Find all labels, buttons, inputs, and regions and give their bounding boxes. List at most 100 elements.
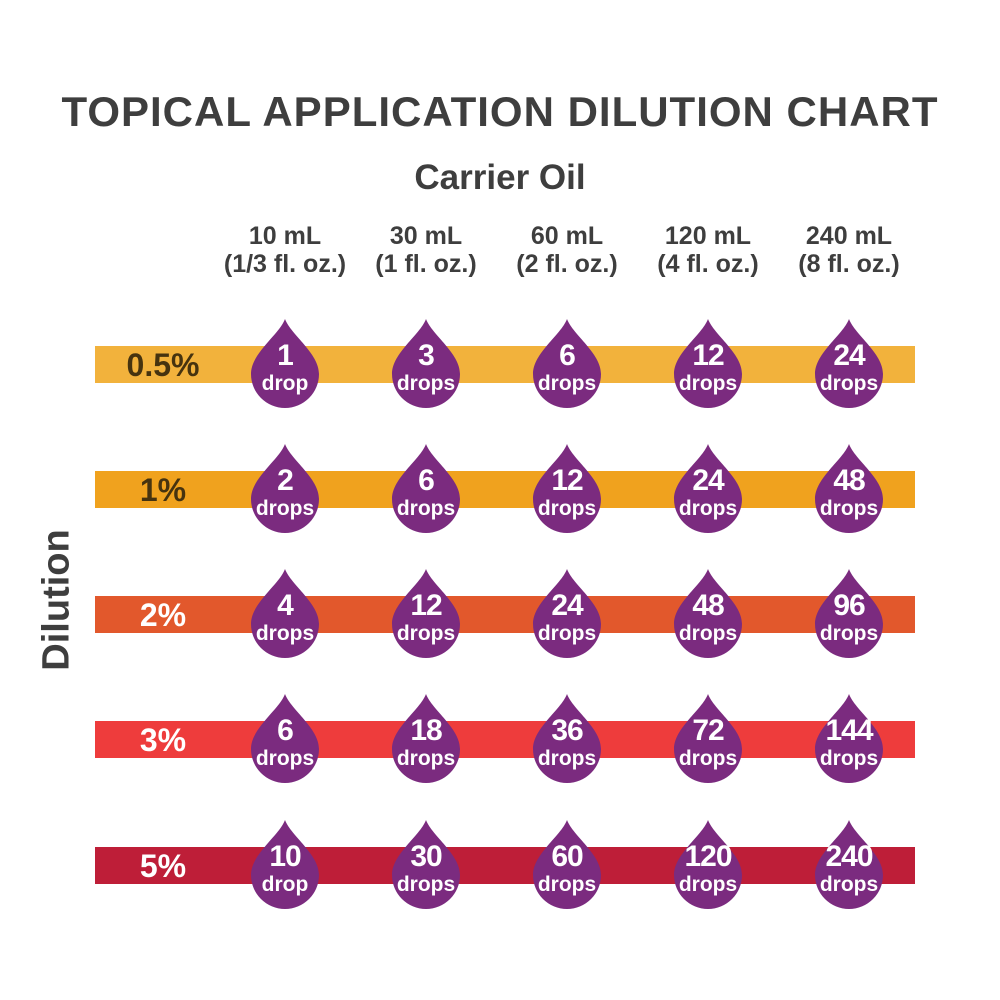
drop-count: 18 bbox=[410, 714, 442, 747]
dilution-row-3pct: 3% 6 drops 18 drops 36 drops 72 drops 14… bbox=[0, 692, 1000, 817]
droplet-shape bbox=[533, 319, 601, 408]
drop-icon: 18 drops bbox=[390, 692, 462, 785]
column-ounces: (8 fl. oz.) bbox=[798, 250, 900, 278]
column-header-10ml: 10 mL (1/3 fl. oz.) bbox=[205, 222, 365, 278]
drop-count: 10 bbox=[269, 840, 301, 873]
column-volume: 10 mL bbox=[248, 222, 322, 250]
drop-count: 12 bbox=[551, 464, 583, 497]
dilution-bar bbox=[95, 596, 915, 633]
page-title: TOPICAL APPLICATION DILUTION CHART bbox=[61, 88, 939, 135]
droplet-shape bbox=[251, 319, 319, 408]
drop-unit: drops bbox=[819, 873, 879, 896]
drop-unit: drops bbox=[537, 747, 597, 770]
drop-count: 3 bbox=[418, 339, 435, 372]
drop-icon: 96 drops bbox=[813, 567, 885, 660]
column-header-30ml: 30 mL (1 fl. oz.) bbox=[346, 222, 506, 278]
drop-icon: 72 drops bbox=[672, 692, 744, 785]
droplet-shape bbox=[533, 569, 601, 658]
droplet-shape bbox=[815, 569, 883, 658]
drop-unit: drops bbox=[678, 372, 738, 395]
drop-icon: 48 drops bbox=[672, 567, 744, 660]
droplet-shape bbox=[392, 569, 460, 658]
droplet-shape bbox=[533, 444, 601, 533]
drop-unit: drops bbox=[396, 747, 456, 770]
drop-icon: 60 drops bbox=[531, 818, 603, 911]
dilution-row-0.5pct: 0.5% 1 drop 3 drops 6 drops 12 drops 24 … bbox=[0, 317, 1000, 442]
droplet-shape bbox=[392, 694, 460, 783]
dilution-bar bbox=[95, 721, 915, 758]
dilution-bar bbox=[95, 847, 915, 884]
drop-icon: 24 drops bbox=[531, 567, 603, 660]
drop-icon: 240 drops bbox=[813, 818, 885, 911]
drop-unit: drops bbox=[678, 747, 738, 770]
drop-count: 24 bbox=[551, 589, 583, 622]
drop-count: 48 bbox=[833, 464, 865, 497]
droplet-shape bbox=[815, 444, 883, 533]
droplet-shape bbox=[674, 569, 742, 658]
dilution-bar bbox=[95, 346, 915, 383]
drop-count: 240 bbox=[825, 840, 873, 873]
droplet-shape bbox=[533, 820, 601, 909]
drop-unit: drops bbox=[255, 497, 315, 520]
drop-icon: 30 drops bbox=[390, 818, 462, 911]
dilution-label: 2% bbox=[139, 597, 187, 633]
drop-count: 12 bbox=[410, 589, 442, 622]
drop-count: 4 bbox=[277, 589, 294, 622]
drop-icon: 2 drops bbox=[249, 442, 321, 535]
drop-icon: 1 drop bbox=[249, 317, 321, 410]
drop-unit: drops bbox=[255, 622, 315, 645]
drop-count: 6 bbox=[559, 339, 576, 372]
droplet-shape bbox=[392, 444, 460, 533]
drop-unit: drop bbox=[261, 372, 309, 395]
drop-count: 24 bbox=[692, 464, 724, 497]
drop-unit: drops bbox=[396, 372, 456, 395]
drop-count: 30 bbox=[410, 840, 442, 873]
drop-icon: 12 drops bbox=[531, 442, 603, 535]
drop-unit: drops bbox=[255, 747, 315, 770]
drop-unit: drops bbox=[537, 372, 597, 395]
column-volume: 30 mL bbox=[389, 222, 463, 250]
drop-unit: drops bbox=[396, 622, 456, 645]
dilution-row-1pct: 1% 2 drops 6 drops 12 drops 24 drops 48 … bbox=[0, 442, 1000, 567]
drop-icon: 120 drops bbox=[672, 818, 744, 911]
droplet-shape bbox=[251, 444, 319, 533]
dilution-label: 3% bbox=[139, 722, 187, 758]
droplet-shape bbox=[674, 444, 742, 533]
droplet-shape bbox=[533, 694, 601, 783]
droplet-shape bbox=[815, 694, 883, 783]
drop-count: 6 bbox=[277, 714, 294, 747]
column-volume: 240 mL bbox=[805, 222, 893, 250]
drop-count: 144 bbox=[825, 714, 873, 747]
drop-unit: drops bbox=[396, 873, 456, 896]
drop-icon: 6 drops bbox=[531, 317, 603, 410]
drop-unit: drops bbox=[396, 497, 456, 520]
drop-icon: 12 drops bbox=[672, 317, 744, 410]
dilution-row-2pct: 2% 4 drops 12 drops 24 drops 48 drops 96… bbox=[0, 567, 1000, 692]
droplet-shape bbox=[251, 694, 319, 783]
droplet-shape bbox=[674, 694, 742, 783]
drop-icon: 6 drops bbox=[249, 692, 321, 785]
drop-icon: 3 drops bbox=[390, 317, 462, 410]
dilution-label: 1% bbox=[139, 472, 187, 508]
drop-icon: 36 drops bbox=[531, 692, 603, 785]
drop-unit: drops bbox=[537, 622, 597, 645]
column-header-240ml: 240 mL (8 fl. oz.) bbox=[769, 222, 929, 278]
drop-count: 2 bbox=[277, 464, 294, 497]
drop-unit: drop bbox=[261, 873, 309, 896]
drop-unit: drops bbox=[678, 497, 738, 520]
drop-count: 6 bbox=[418, 464, 435, 497]
drop-icon: 6 drops bbox=[390, 442, 462, 535]
dilution-row-5pct: 5% 10 drop 30 drops 60 drops 120 drops 2… bbox=[0, 818, 1000, 943]
column-header-60ml: 60 mL (2 fl. oz.) bbox=[487, 222, 647, 278]
drop-count: 1 bbox=[277, 339, 294, 372]
column-volume: 120 mL bbox=[664, 222, 752, 250]
drop-icon: 144 drops bbox=[813, 692, 885, 785]
droplet-shape bbox=[392, 319, 460, 408]
dilution-label: 0.5% bbox=[126, 347, 200, 383]
column-ounces: (2 fl. oz.) bbox=[516, 250, 618, 278]
drop-icon: 48 drops bbox=[813, 442, 885, 535]
droplet-shape bbox=[674, 319, 742, 408]
drop-count: 120 bbox=[684, 840, 732, 873]
dilution-label: 5% bbox=[139, 848, 187, 884]
